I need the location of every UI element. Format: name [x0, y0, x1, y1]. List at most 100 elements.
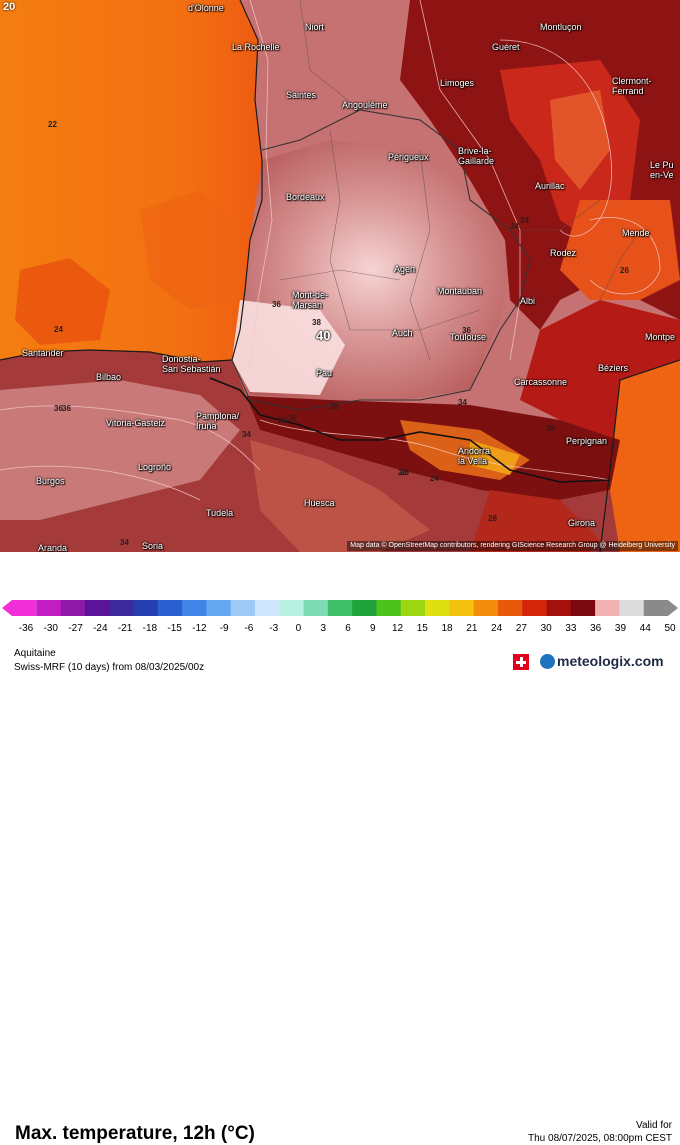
color-scale-swatch: [279, 600, 305, 616]
city-name: Montpe: [645, 332, 676, 342]
national-border: [209, 377, 611, 483]
city-name: Niort: [305, 22, 325, 32]
swiss-flag-icon: [513, 654, 529, 670]
city-label-pamplona: Pamplona/ Iruña: [196, 411, 239, 431]
city-name: Angoulême: [342, 100, 388, 110]
sea-hotspot: [15, 258, 110, 345]
color-scale-tick-label: 6: [345, 623, 351, 634]
city-label-tudela: Tudela: [206, 508, 233, 518]
isotherm-label: 36: [330, 402, 339, 411]
city-name: Brive-la- Gaillarde: [458, 146, 495, 166]
color-scale-swatch: [133, 600, 159, 616]
isotherm-label: 30: [278, 416, 287, 425]
isotherm-label: 34: [242, 430, 251, 439]
city-label-le-puy: Le Pu en-Ve: [650, 160, 674, 180]
color-scale-tick-label: 39: [614, 623, 627, 634]
city-name: Albi: [520, 296, 536, 306]
city-name: Bilbao: [96, 372, 122, 382]
color-scale-swatch: [352, 600, 377, 616]
city-name: Andorra la Vella: [458, 446, 491, 466]
map-canvas: [0, 0, 680, 552]
coastline: [0, 0, 263, 363]
city-name: Montluçon: [540, 22, 582, 32]
city-label-rodez: Rodez: [550, 248, 576, 258]
brand-link[interactable]: meteologix.com: [557, 653, 664, 669]
city-label-andorra: Andorra la Vella: [458, 446, 490, 466]
city-label-girona: Girona: [568, 518, 595, 528]
landes-peak: [232, 300, 345, 395]
city-name: Soria: [142, 541, 164, 551]
city-label-montauban: Montauban: [437, 286, 482, 296]
city-name: Carcassonne: [514, 377, 568, 387]
city-label-beziers: Béziers: [598, 363, 628, 373]
cevennes-heat: [560, 200, 680, 300]
admin-boundaries: [279, 0, 641, 361]
city-label-donostia: Donostia- San Sebastián: [162, 354, 221, 374]
city-name: Bordeaux: [286, 192, 325, 202]
city-label-albi: Albi: [520, 296, 535, 306]
city-name: Aurillac: [535, 181, 565, 191]
color-scale-swatch: [473, 600, 499, 616]
city-label-saintes: Saintes: [286, 90, 316, 100]
city-label-montlucon: Montluçon: [540, 22, 582, 32]
city-label-bilbao: Bilbao: [96, 372, 121, 382]
sea-hotspot-2: [140, 190, 240, 310]
city-name: Pamplona/ Iruña: [196, 411, 240, 431]
city-name: Saintes: [286, 90, 317, 100]
city-name: Vitoria-Gasteiz: [106, 418, 165, 428]
color-scale-tick-label: -21: [117, 623, 133, 634]
city-name: Burgos: [36, 476, 65, 486]
color-scale-tick-label: 21: [466, 623, 478, 634]
color-scale-swatch: [2, 600, 37, 616]
color-scale-swatch: [425, 600, 450, 616]
color-scale-swatch: [376, 600, 402, 616]
color-scale-tick-label: 33: [565, 623, 577, 634]
city-name: Limoges: [440, 78, 475, 88]
color-scale-swatch: [546, 600, 572, 616]
city-label-carcassonne: Carcassonne: [514, 377, 567, 387]
city-name: Santander: [22, 348, 64, 358]
city-name: Périgueux: [388, 152, 429, 162]
city-name: Mont-de- Marsan: [292, 290, 329, 310]
city-name: Toulouse: [450, 332, 487, 342]
city-label-limoges: Limoges: [440, 78, 474, 88]
color-scale-swatch: [84, 600, 110, 616]
color-scale-swatch: [619, 600, 645, 616]
city-label-santander: Santander: [22, 348, 64, 358]
coastline-mediterranean: [599, 359, 680, 552]
isotherm-label: 26: [400, 468, 409, 477]
city-name: Logroño: [138, 462, 172, 472]
city-label-burgos: Burgos: [36, 476, 65, 486]
city-name: Pau: [316, 368, 333, 378]
color-scale-tick-label: -18: [142, 623, 158, 634]
ebro-valley: [250, 440, 430, 552]
city-label-aranda: Aranda: [38, 543, 67, 552]
color-scale-tick-label: 36: [590, 623, 602, 634]
isotherm-label: 24: [430, 474, 439, 483]
color-scale-swatch: [327, 600, 353, 616]
city-label-toulouse: Toulouse: [450, 332, 486, 342]
color-scale-swatch: [400, 600, 426, 616]
color-scale-swatch: [643, 600, 678, 616]
city-name: Huesca: [304, 498, 335, 508]
temperature-map[interactable]: 20 40 d'Olonne Niort La Rochelle Montluçon G…: [0, 0, 680, 552]
region-outline: [231, 109, 531, 411]
massif-heat-2: [550, 90, 610, 190]
color-scale-ticks: -36 -30 -27 -24 -21 -18 -15 -12 -9 -6 -3 0 3 6 9 12 15 18…: [0, 623, 680, 637]
city-name: Perpignan: [566, 436, 608, 446]
color-scale-swatch: [522, 600, 548, 616]
isotherm-label: 22: [48, 120, 57, 129]
color-scale-tick-label: 12: [391, 623, 404, 634]
color-scale-tick-label: 0: [295, 623, 302, 634]
city-label-perigueux: Périgueux: [388, 152, 429, 162]
color-scale-tick-label: 24: [491, 623, 503, 634]
isotherm-label: 36: [62, 404, 71, 413]
meteologix-logo-icon[interactable]: [540, 654, 555, 669]
color-scale-tick-label: 15: [416, 623, 428, 634]
color-scale-tick-label: -36: [18, 623, 34, 634]
map-attribution[interactable]: Map data © OpenStreetMap contributors, r…: [347, 541, 678, 551]
color-scale-swatch: [254, 600, 280, 616]
city-label-pau: Pau: [316, 368, 332, 378]
color-scale-swatch: [157, 600, 183, 616]
city-name: Aranda: [38, 543, 68, 552]
